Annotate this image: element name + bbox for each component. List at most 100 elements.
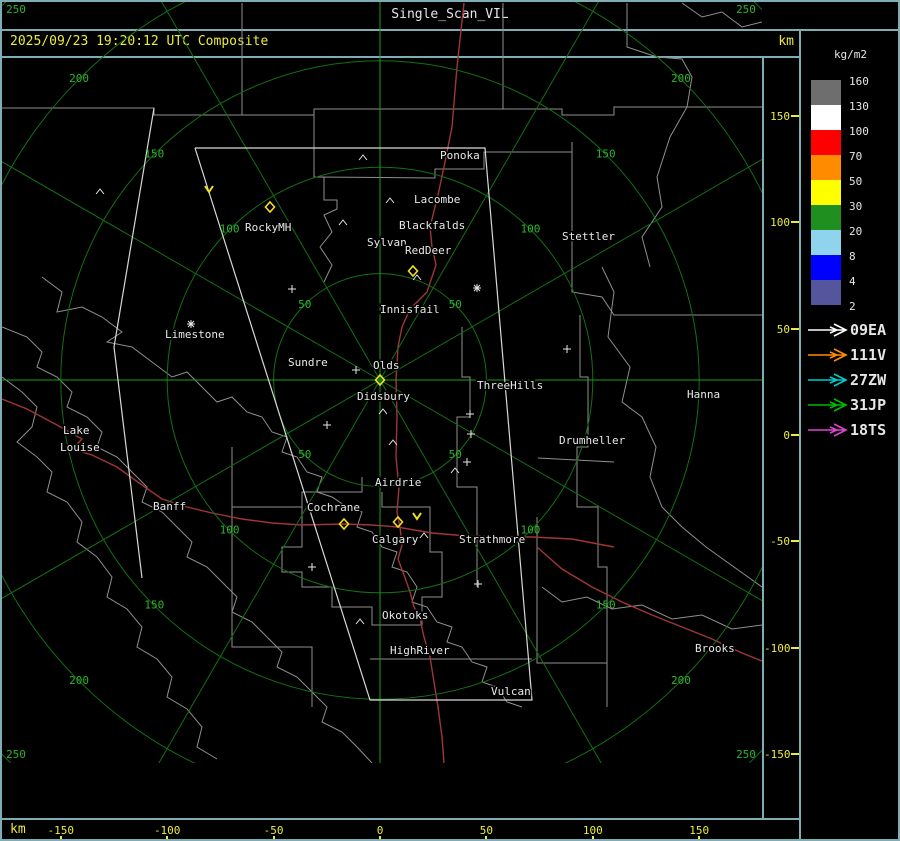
city-label: Lacombe xyxy=(414,193,460,206)
county-boundary xyxy=(456,327,478,587)
city-label: Lake xyxy=(63,424,90,437)
map-bottom-border xyxy=(2,818,799,820)
city-label: Louise xyxy=(60,441,100,454)
diamond-marker xyxy=(392,515,404,529)
color-scale-unit-label: kg/m2 xyxy=(833,48,868,61)
scale-swatch xyxy=(811,180,841,205)
scale-swatch xyxy=(811,155,841,180)
ring-distance-label: 50 xyxy=(298,298,311,311)
radar-site-id: 18TS xyxy=(850,421,887,439)
ring-distance-label: 250 xyxy=(6,3,26,16)
scale-value-label: 30 xyxy=(849,200,863,213)
caret-marker xyxy=(419,532,429,539)
diamond-marker xyxy=(374,373,386,387)
county-boundary xyxy=(41,276,523,708)
radar-map[interactable]: 50 50 50 50 100 100 100 100 150 150 150 150 200 200 20… xyxy=(2,2,762,763)
x-axis-tick xyxy=(59,836,62,839)
x-axis-tick xyxy=(485,836,488,839)
radial-line xyxy=(379,379,762,602)
ring-distance-label: 100 xyxy=(220,523,240,536)
scale-value-label: 130 xyxy=(849,100,869,113)
radial-line xyxy=(2,161,381,381)
x-axis-tick xyxy=(591,836,594,839)
caret-marker xyxy=(412,274,422,281)
x-axis-tick-label: -100 xyxy=(153,824,181,837)
scale-value-label: 160 xyxy=(849,75,869,88)
county-boundary xyxy=(601,266,762,588)
plus-marker xyxy=(474,580,482,588)
y-axis-tick-label: 0 xyxy=(783,429,790,442)
radial-line xyxy=(161,2,381,381)
radar-site-id: 09EA xyxy=(850,321,887,339)
scale-swatch xyxy=(811,80,841,105)
scale-swatch xyxy=(811,205,841,230)
ring-distance-label: 150 xyxy=(596,599,616,612)
city-label: Innisfail xyxy=(380,303,440,316)
star-marker xyxy=(187,320,195,328)
ring-distance-label: 100 xyxy=(220,223,240,236)
caret-marker xyxy=(385,197,395,204)
county-boundary xyxy=(541,586,762,630)
plus-marker xyxy=(323,421,331,429)
radial-line xyxy=(379,2,599,381)
city-label: Sylvan xyxy=(367,236,407,249)
scale-value-label: 50 xyxy=(849,175,863,188)
y-axis-tick xyxy=(791,540,799,543)
x-axis-tick xyxy=(698,836,701,839)
ring-distance-label: 200 xyxy=(671,72,691,85)
y-axis-tick-label: 50 xyxy=(776,322,790,336)
scale-value-label: 8 xyxy=(849,250,856,263)
scan-area-west-edge xyxy=(113,107,155,579)
caret-marker xyxy=(95,188,105,195)
y-axis-tick-label: -50 xyxy=(770,535,790,549)
radar-arrow-icon xyxy=(808,423,848,437)
x-axis-tick-label: 150 xyxy=(689,824,710,837)
radar-arrow-icon xyxy=(808,323,848,337)
x-axis-tick xyxy=(272,836,275,839)
scale-value-label: 100 xyxy=(849,125,869,138)
y-axis-tick-label: -100 xyxy=(764,641,791,655)
caret-marker xyxy=(378,408,388,415)
city-label: Sundre xyxy=(288,356,328,369)
x-axis-tick xyxy=(166,836,169,839)
city-label: Brooks xyxy=(695,642,735,655)
ring-distance-label: 150 xyxy=(144,147,164,160)
y-axis-tick xyxy=(791,753,799,756)
county-boundary xyxy=(232,477,363,508)
county-boundary xyxy=(2,326,373,763)
plus-marker xyxy=(463,458,471,466)
varrow-marker xyxy=(412,512,422,521)
scan-area-outline xyxy=(194,147,533,701)
bottom-axis-unit-label: km xyxy=(10,822,26,837)
scale-value-label: 4 xyxy=(849,275,856,288)
radial-line xyxy=(379,379,602,763)
scale-swatch xyxy=(811,105,841,130)
plus-marker xyxy=(466,410,474,418)
city-label: Calgary xyxy=(372,533,419,546)
county-boundary xyxy=(681,2,762,28)
ring-distance-label: 200 xyxy=(69,674,89,687)
star-marker xyxy=(473,284,481,292)
x-axis-tick-label: 50 xyxy=(479,824,494,837)
scan-timestamp: 2025/09/23 19:20:12 UTC Composite xyxy=(10,34,269,49)
scale-swatch xyxy=(811,230,841,255)
scale-swatch xyxy=(811,255,841,280)
city-label: Ponoka xyxy=(440,149,480,162)
county-boundary xyxy=(313,115,338,283)
city-label: Didsbury xyxy=(357,390,410,403)
county-boundary xyxy=(536,517,608,707)
window-title: Single_Scan_VIL xyxy=(391,7,509,22)
city-label: Stettler xyxy=(562,230,615,243)
county-boundary xyxy=(231,447,313,707)
radar-site-id: 111V xyxy=(850,346,887,364)
city-label: Cochrane xyxy=(307,501,360,514)
y-axis-tick xyxy=(791,327,799,330)
city-label: RedDeer xyxy=(405,244,452,257)
city-label: Hanna xyxy=(687,388,720,401)
ring-distance-label: 200 xyxy=(69,72,89,85)
ring-distance-label: 150 xyxy=(144,599,164,612)
ring-distance-label: 250 xyxy=(736,3,756,16)
scale-swatch xyxy=(811,130,841,155)
diamond-marker xyxy=(407,264,419,278)
